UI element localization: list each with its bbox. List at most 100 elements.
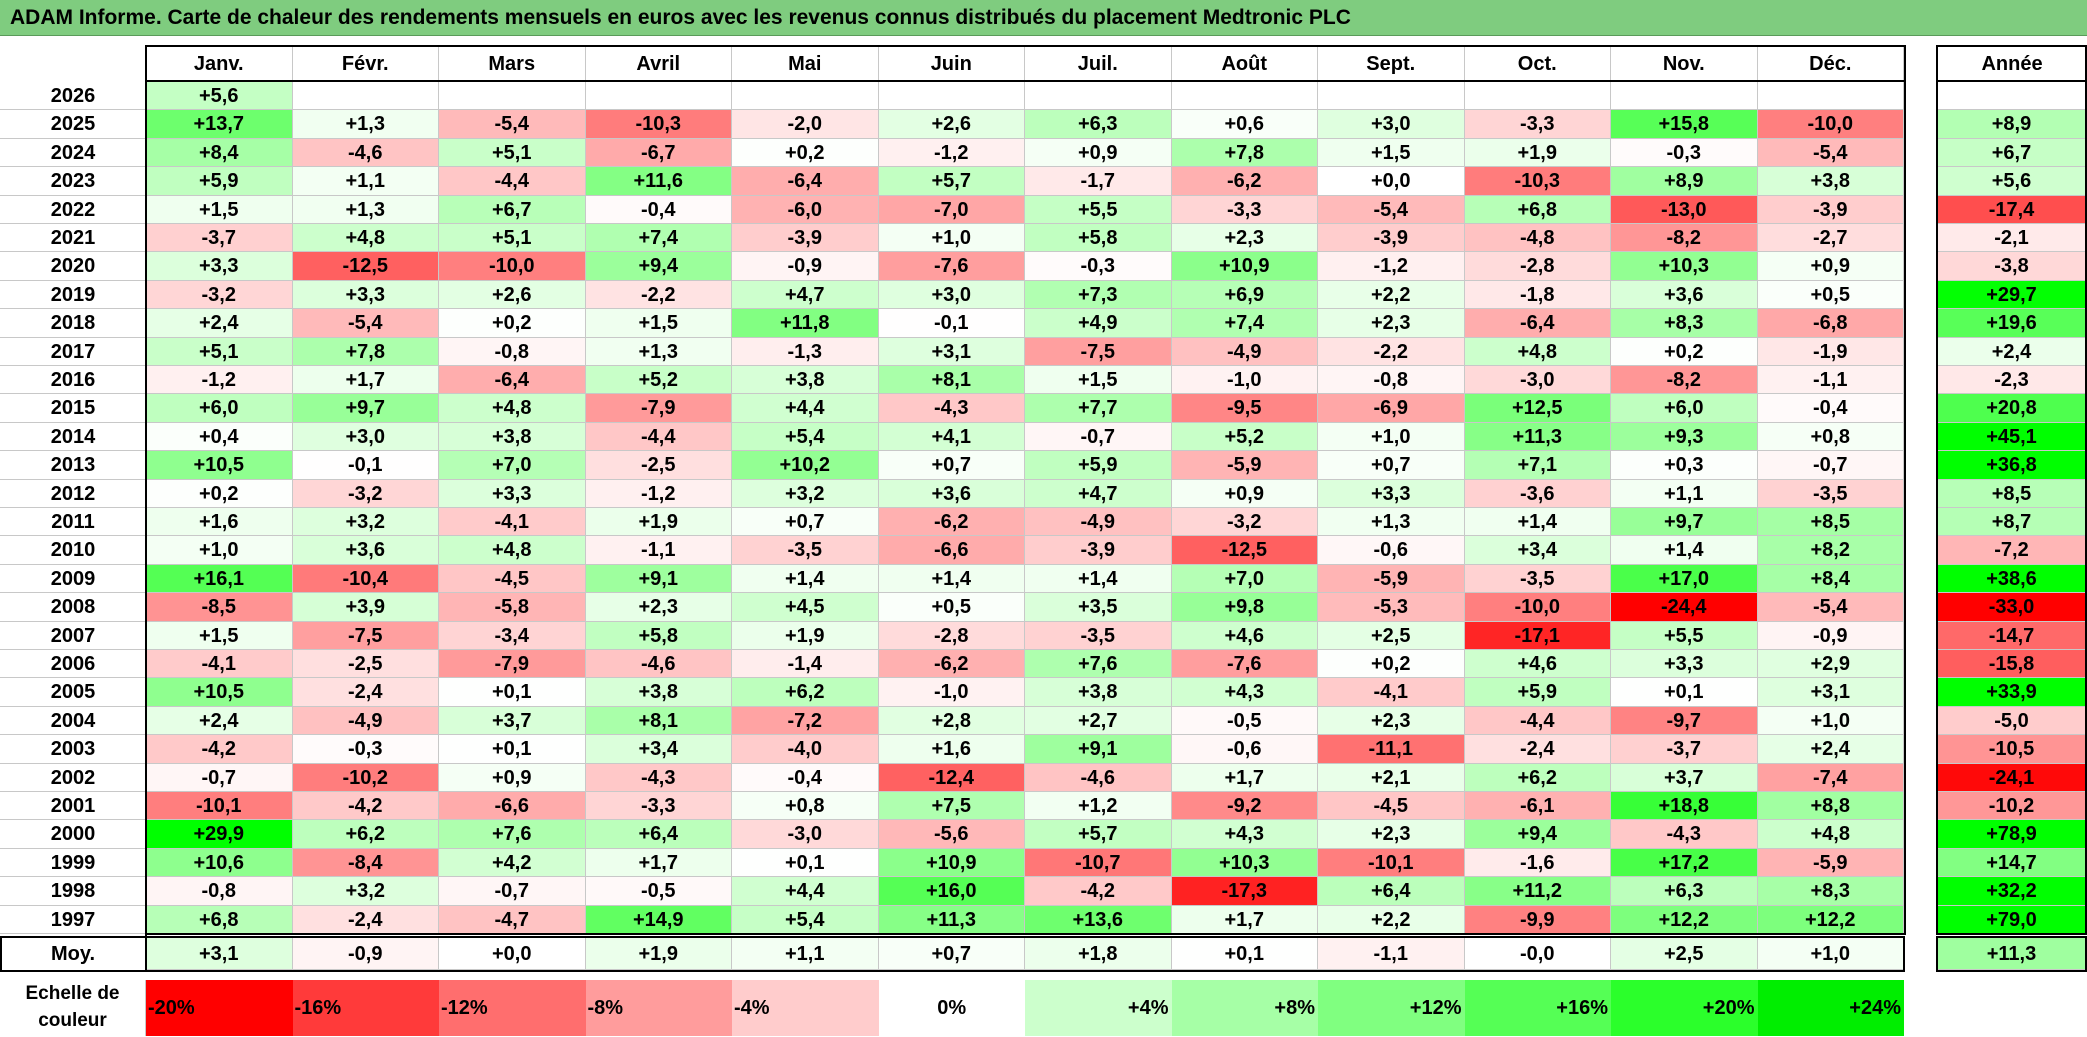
month-cell: +7,8 bbox=[292, 337, 439, 366]
month-cell: +5,9 bbox=[146, 167, 293, 196]
month-cell: +5,9 bbox=[1025, 451, 1172, 480]
month-cell: -9,5 bbox=[1171, 394, 1318, 423]
month-cell: -4,4 bbox=[585, 422, 732, 452]
row-year-label: 2004 bbox=[0, 707, 146, 736]
month-cell: -9,9 bbox=[1464, 905, 1611, 934]
month-cell: +7,7 bbox=[1025, 394, 1172, 423]
month-cell: +1,1 bbox=[1611, 479, 1758, 508]
month-cell: -5,4 bbox=[1318, 195, 1465, 224]
month-cell: -1,9 bbox=[1757, 337, 1904, 366]
row-year-label: 2021 bbox=[0, 224, 146, 253]
month-cell: -4,2 bbox=[146, 735, 293, 764]
month-cell: +2,6 bbox=[439, 280, 586, 310]
month-cell: +4,5 bbox=[732, 593, 879, 622]
average-cell: +0,7 bbox=[878, 938, 1025, 970]
average-cell: -0,9 bbox=[292, 938, 439, 970]
month-cell: -17,1 bbox=[1464, 621, 1611, 650]
month-cell: -0,8 bbox=[1318, 366, 1465, 395]
month-cell: +12,2 bbox=[1757, 905, 1904, 934]
month-cell: -6,8 bbox=[1757, 309, 1904, 338]
color-scale-stop: +24% bbox=[1757, 980, 1904, 1036]
month-cell: +3,6 bbox=[1611, 280, 1758, 310]
month-cell bbox=[1318, 82, 1465, 111]
color-scale-label-line1: Echelle de bbox=[25, 983, 120, 1004]
month-cell: -2,2 bbox=[585, 280, 732, 310]
month-cell: +0,2 bbox=[146, 479, 293, 508]
month-cell: -3,7 bbox=[146, 224, 293, 253]
month-cell: -4,4 bbox=[439, 167, 586, 196]
month-cell: +2,7 bbox=[1025, 706, 1172, 736]
month-cell: +9,4 bbox=[1464, 820, 1611, 849]
header-divider bbox=[146, 80, 1904, 82]
month-cell: +7,3 bbox=[1025, 280, 1172, 310]
annual-cell: +38,6 bbox=[1938, 564, 2086, 594]
month-cell: -1,8 bbox=[1464, 280, 1611, 310]
month-cell: +4,9 bbox=[1025, 309, 1172, 338]
month-cell: +0,7 bbox=[878, 451, 1025, 480]
month-cell: +7,1 bbox=[1464, 451, 1611, 480]
month-cell: -7,6 bbox=[1171, 650, 1318, 679]
row-year-label: 2001 bbox=[0, 792, 146, 821]
month-cell: -4,6 bbox=[292, 138, 439, 168]
month-cell: -7,5 bbox=[292, 621, 439, 650]
month-cell: -2,4 bbox=[1464, 735, 1611, 764]
month-cell: -0,4 bbox=[1757, 394, 1904, 423]
month-cell: -1,3 bbox=[732, 337, 879, 366]
month-cell: +9,1 bbox=[1025, 735, 1172, 764]
month-cell: +5,2 bbox=[585, 366, 732, 395]
row-year-label: 2002 bbox=[0, 764, 146, 792]
color-scale-stop: +12% bbox=[1318, 980, 1465, 1036]
month-cell: -2,2 bbox=[1318, 337, 1465, 366]
month-cell bbox=[292, 82, 439, 111]
month-cell: -4,8 bbox=[1464, 224, 1611, 253]
month-cell: -2,5 bbox=[292, 650, 439, 679]
month-cell: -6,6 bbox=[878, 536, 1025, 565]
month-cell: -8,4 bbox=[292, 848, 439, 878]
month-cell: +4,1 bbox=[878, 422, 1025, 452]
month-cell: +4,7 bbox=[732, 280, 879, 310]
annual-cell: -5,0 bbox=[1938, 706, 2086, 736]
month-cell: +0,8 bbox=[1757, 422, 1904, 452]
month-cell: -0,3 bbox=[292, 735, 439, 764]
row-year-label: 2024 bbox=[0, 139, 146, 168]
month-cell: -3,5 bbox=[1025, 621, 1172, 650]
month-cell: +3,8 bbox=[732, 366, 879, 395]
row-year-label: 2007 bbox=[0, 622, 146, 650]
month-cell: -3,5 bbox=[1464, 564, 1611, 594]
month-cell: -4,0 bbox=[732, 735, 879, 764]
color-scale-label-line2: couleur bbox=[38, 1010, 107, 1031]
month-cell: -5,9 bbox=[1757, 848, 1904, 878]
color-scale-stop: +4% bbox=[1025, 980, 1172, 1036]
month-cell: -6,0 bbox=[732, 195, 879, 224]
month-cell: -4,2 bbox=[292, 792, 439, 821]
month-cell: -10,0 bbox=[439, 252, 586, 281]
month-cell: +3,3 bbox=[1318, 479, 1465, 508]
month-cell: +6,3 bbox=[1025, 110, 1172, 139]
month-cell: +7,6 bbox=[1025, 650, 1172, 679]
month-cell: +1,3 bbox=[1318, 508, 1465, 537]
month-cell: -10,0 bbox=[1464, 593, 1611, 622]
month-cell: +0,5 bbox=[1757, 280, 1904, 310]
month-cell: +2,4 bbox=[146, 309, 293, 338]
month-cell: +1,3 bbox=[292, 110, 439, 139]
month-cell: +4,8 bbox=[439, 394, 586, 423]
month-cell: +9,7 bbox=[292, 394, 439, 423]
month-cell: -4,1 bbox=[439, 508, 586, 537]
month-cell bbox=[439, 82, 586, 111]
month-cell: +0,1 bbox=[439, 735, 586, 764]
month-cell: +2,3 bbox=[1318, 309, 1465, 338]
month-cell: -10,4 bbox=[292, 564, 439, 594]
month-cell: -9,7 bbox=[1611, 706, 1758, 736]
average-cell: +2,5 bbox=[1611, 938, 1758, 970]
annual-cell: +6,7 bbox=[1938, 138, 2086, 168]
average-cell: +0,1 bbox=[1171, 938, 1318, 970]
row-year-label: 2003 bbox=[0, 735, 146, 764]
month-cell: -10,1 bbox=[1318, 848, 1465, 878]
row-year-label: 1998 bbox=[0, 877, 146, 906]
month-cell: +4,6 bbox=[1171, 621, 1318, 650]
row-year-label: 1997 bbox=[0, 906, 146, 934]
month-cell: -7,5 bbox=[1025, 337, 1172, 366]
month-cell: -4,6 bbox=[585, 650, 732, 679]
annual-cell: +33,9 bbox=[1938, 678, 2086, 707]
month-cell: -2,7 bbox=[1757, 224, 1904, 253]
